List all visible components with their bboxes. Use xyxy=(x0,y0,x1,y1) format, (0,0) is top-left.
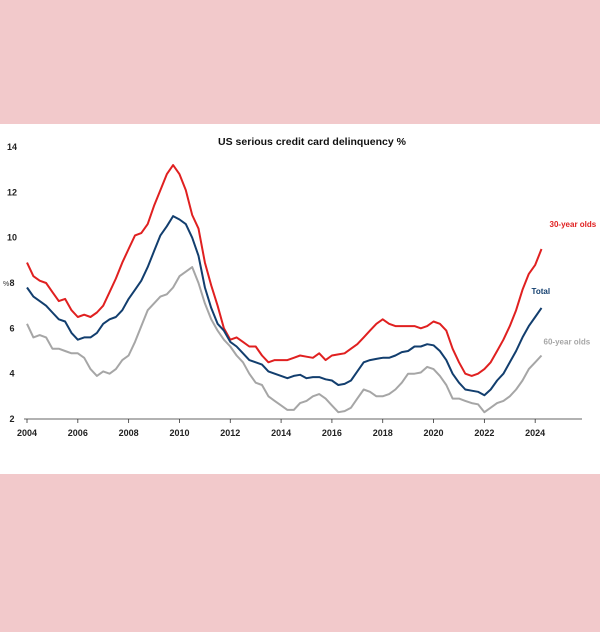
x-tick-label: 2012 xyxy=(220,428,240,438)
line-chart: US serious credit card delinquency % % 2… xyxy=(3,136,597,438)
series-labels: 30-year olds Total 60-year olds xyxy=(532,220,597,347)
x-tick-label: 2022 xyxy=(474,428,494,438)
y-axis-label: % xyxy=(3,281,9,288)
series-lines xyxy=(26,164,543,414)
y-tick-label: 10 xyxy=(7,233,17,243)
x-axis: 2004 2006 2008 2010 2012 2014 2016 2018 2020 2022… xyxy=(17,419,545,438)
x-tick-label: 2004 xyxy=(17,428,37,438)
x-tick-label: 2014 xyxy=(271,428,291,438)
y-axis: 2 4 6 8 10 12 14 xyxy=(7,142,17,424)
y-tick-label: 2 xyxy=(9,414,14,424)
x-tick-label: 2008 xyxy=(119,428,139,438)
y-tick-label: 4 xyxy=(9,369,14,379)
y-tick-label: 6 xyxy=(9,323,14,333)
y-tick-label: 8 xyxy=(9,278,14,288)
chart-card: US serious credit card delinquency % % 2… xyxy=(0,124,600,474)
series-line-60-year-olds xyxy=(26,266,543,414)
series-label: 30-year olds xyxy=(550,220,597,229)
series-label: 60-year olds xyxy=(544,338,591,347)
series-line-30-year-olds xyxy=(26,164,543,377)
x-tick-label: 2016 xyxy=(322,428,342,438)
x-tick-label: 2024 xyxy=(525,428,545,438)
x-tick-label: 2006 xyxy=(68,428,88,438)
x-tick-label: 2018 xyxy=(373,428,393,438)
series-line-total xyxy=(26,215,543,397)
y-tick-label: 14 xyxy=(7,142,17,152)
chart-title: US serious credit card delinquency % xyxy=(218,136,407,148)
x-tick-label: 2010 xyxy=(169,428,189,438)
series-label: Total xyxy=(532,287,551,296)
x-tick-label: 2020 xyxy=(424,428,444,438)
y-tick-label: 12 xyxy=(7,187,17,197)
